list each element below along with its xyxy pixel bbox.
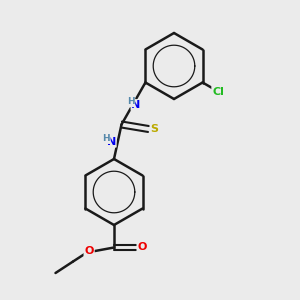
Text: O: O: [137, 242, 147, 253]
Text: N: N: [131, 100, 141, 110]
Text: S: S: [151, 124, 158, 134]
Text: O: O: [84, 246, 94, 256]
Text: H: H: [127, 98, 134, 106]
Text: Cl: Cl: [212, 86, 224, 97]
Text: N: N: [106, 137, 116, 147]
Text: H: H: [102, 134, 110, 143]
